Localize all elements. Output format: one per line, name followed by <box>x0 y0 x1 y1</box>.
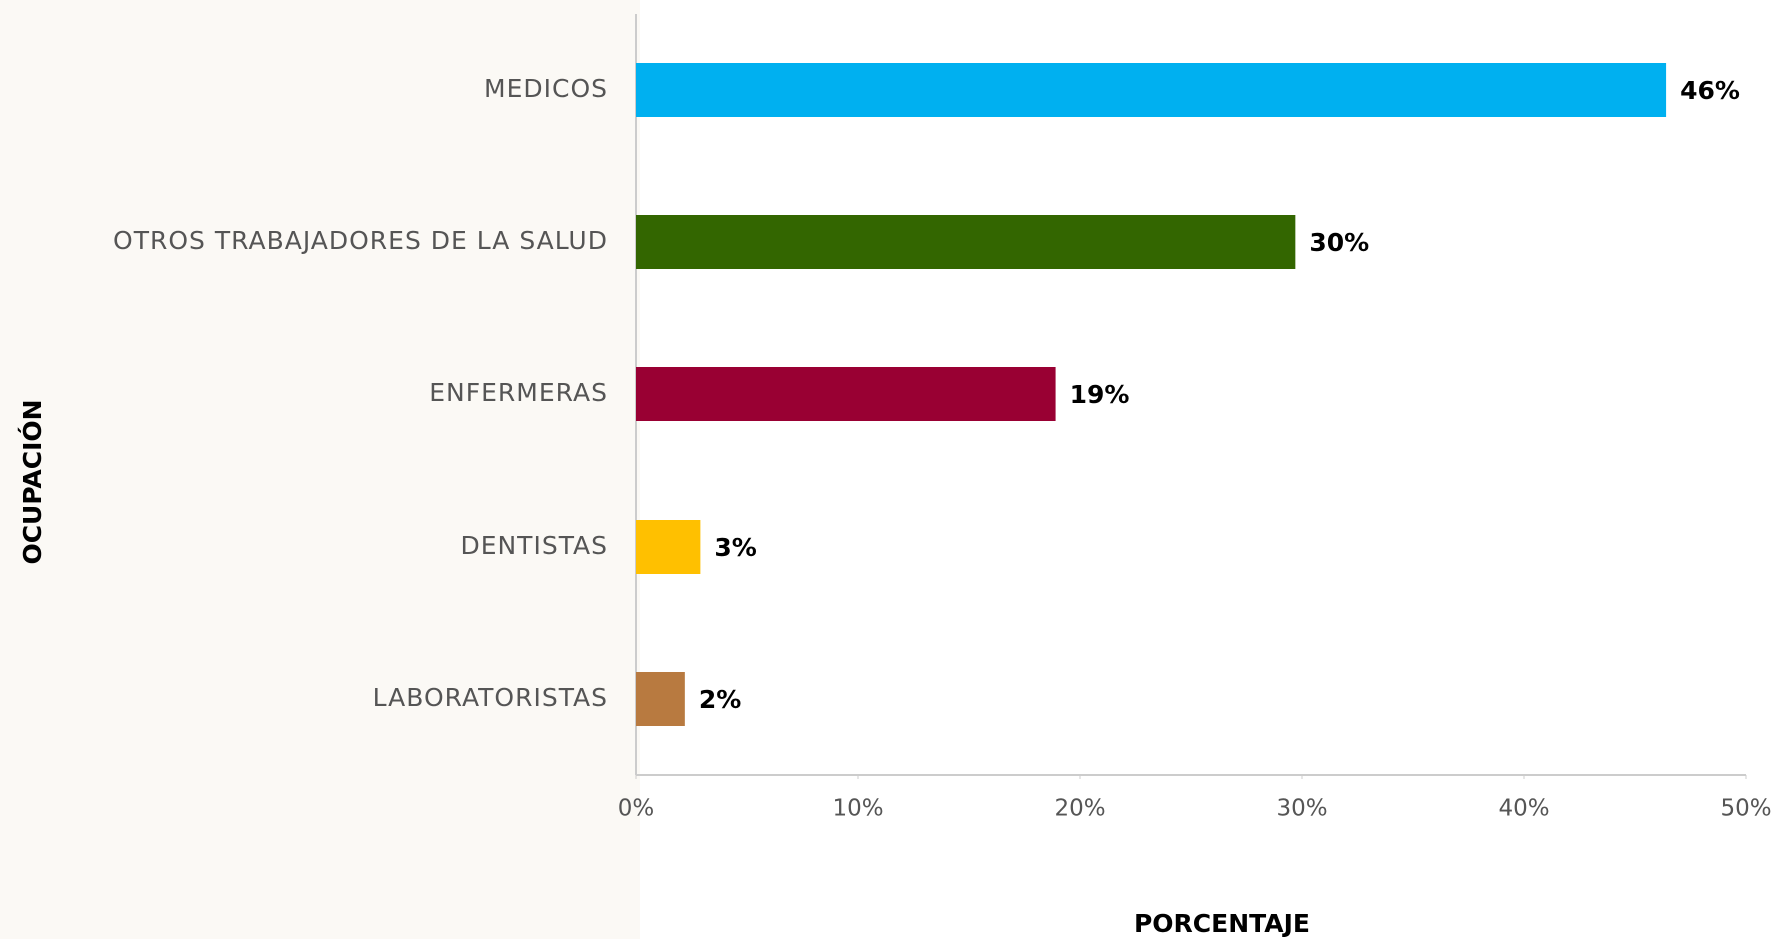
x-axis-title: PORCENTAJE <box>1134 909 1310 938</box>
background-pattern <box>0 0 640 939</box>
x-tick-label: 0% <box>618 796 655 822</box>
value-label: 3% <box>714 533 756 562</box>
value-label: 19% <box>1070 380 1130 409</box>
bar <box>636 215 1296 269</box>
x-tick-label: 40% <box>1498 796 1549 822</box>
y-tick-label: LABORATORISTAS <box>373 683 608 712</box>
y-tick-label: MEDICOS <box>484 74 608 103</box>
y-tick-label: DENTISTAS <box>460 531 608 560</box>
x-tick-label: 20% <box>1054 796 1105 822</box>
bar <box>636 367 1056 421</box>
value-label: 46% <box>1680 76 1740 105</box>
x-tick-label: 30% <box>1276 796 1327 822</box>
x-tick-label: 10% <box>832 796 883 822</box>
bar <box>636 63 1667 117</box>
x-tick-label: 50% <box>1720 796 1771 822</box>
y-axis-title: OCUPACIÓN <box>17 399 47 564</box>
y-tick-label: ENFERMERAS <box>429 378 608 407</box>
bar <box>636 520 701 574</box>
value-label: 30% <box>1309 228 1369 257</box>
bar <box>636 672 685 726</box>
y-tick-label: OTROS TRABAJADORES DE LA SALUD <box>113 226 608 255</box>
value-label: 2% <box>699 685 741 714</box>
